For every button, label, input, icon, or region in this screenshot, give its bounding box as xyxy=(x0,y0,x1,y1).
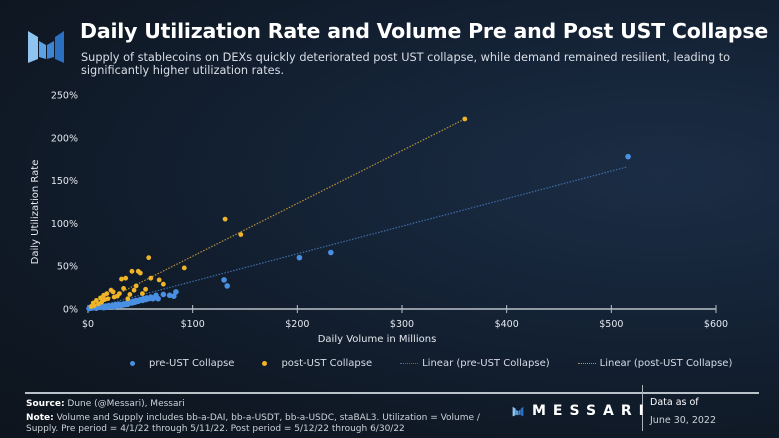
post-collapse-point xyxy=(160,281,166,287)
x-tick-label: $300 xyxy=(390,319,414,330)
post-collapse-point xyxy=(104,291,110,296)
post-collapse-point xyxy=(123,275,129,281)
post-collapse-point xyxy=(143,286,148,292)
legend-item: Linear (pre-UST Collapse) xyxy=(400,358,550,369)
post-collapse-point xyxy=(119,276,124,282)
data-as-of-date: June 30, 2022 xyxy=(650,415,717,426)
source-note: Source: Dune (@Messari), Messari xyxy=(26,399,185,409)
x-tick-label: $600 xyxy=(704,319,728,330)
methodology-note: Note: Volume and Supply includes bb-a-DA… xyxy=(26,413,486,435)
post-collapse-point xyxy=(148,275,154,281)
data-as-of-label: Data as of xyxy=(650,397,699,408)
pre-collapse-point xyxy=(171,293,177,299)
y-tick-label: 100% xyxy=(51,219,78,230)
post-collapse-point xyxy=(121,286,126,291)
legend-label: Linear (pre-UST Collapse) xyxy=(422,358,550,369)
y-tick-label: 250% xyxy=(51,91,78,102)
post-collapse-point xyxy=(110,289,116,295)
chart-subtitle: Supply of stablecoins on DEXs quickly de… xyxy=(81,51,731,77)
pre-collapse-point xyxy=(166,292,173,299)
post-collapse-point xyxy=(127,292,133,297)
post-collapse-point xyxy=(105,296,111,302)
legend-item: Linear (post-UST Collapse) xyxy=(577,358,733,369)
source-label: Source: xyxy=(26,399,65,409)
post-collapse-point xyxy=(222,216,228,222)
y-axis-title: Daily Utilization Rate xyxy=(30,160,41,265)
legend-item: post-UST Collapse xyxy=(262,358,372,369)
post-collapse-point xyxy=(117,291,122,296)
messari-small-logo-icon xyxy=(512,406,524,417)
pre-collapse-point xyxy=(160,291,167,298)
post-collapse-point xyxy=(140,291,145,296)
post-trendline xyxy=(87,118,466,310)
legend-dot-icon xyxy=(262,361,268,366)
y-tick-label: 200% xyxy=(51,133,78,144)
y-tick-label: 0% xyxy=(63,305,78,316)
chart-legend: pre-UST Collapse post-UST Collapse Linear … xyxy=(130,358,760,369)
post-collapse-point xyxy=(133,283,139,289)
note-text: Volume and Supply includes bb-a-DAI, bb-… xyxy=(26,413,480,434)
pre-collapse-point xyxy=(155,295,161,302)
x-tick-label: $0 xyxy=(82,319,94,330)
pre-collapse-point xyxy=(224,283,231,289)
messari-logo-icon xyxy=(28,31,64,63)
legend-line-icon xyxy=(577,363,596,364)
x-axis-title: Daily Volume in Millions xyxy=(318,334,437,345)
post-collapse-point xyxy=(131,287,137,293)
messari-brand: MESSARI xyxy=(510,403,651,419)
pre-collapse-point xyxy=(296,254,303,261)
y-tick-label: 50% xyxy=(57,262,78,273)
legend-item: pre-UST Collapse xyxy=(130,358,234,369)
post-collapse-point xyxy=(181,265,187,271)
pre-collapse-point xyxy=(328,249,334,256)
pre-trendline xyxy=(87,166,628,310)
x-tick-label: $500 xyxy=(599,319,623,330)
post-collapse-point xyxy=(125,296,131,302)
chart-title: Daily Utilization Rate and Volume Pre an… xyxy=(80,19,769,43)
post-collapse-point xyxy=(146,255,152,261)
x-tick-label: $200 xyxy=(285,319,309,330)
legend-label: Linear (post-UST Collapse) xyxy=(599,358,733,369)
legend-dot-icon xyxy=(130,361,135,366)
legend-label: post-UST Collapse xyxy=(281,358,373,369)
y-tick-label: 150% xyxy=(51,176,78,187)
pre-collapse-point xyxy=(625,153,631,160)
x-tick-label: $100 xyxy=(181,319,205,330)
note-label: Note: xyxy=(26,413,54,423)
pre-collapse-point xyxy=(221,277,227,283)
source-text: Dune (@Messari), Messari xyxy=(64,399,185,409)
post-collapse-point xyxy=(156,277,162,283)
legend-line-icon xyxy=(400,363,419,364)
footer-divider xyxy=(25,392,759,394)
legend-label: pre-UST Collapse xyxy=(149,358,235,369)
brand-wordmark: MESSARI xyxy=(532,403,651,419)
post-collapse-point xyxy=(238,232,244,237)
post-collapse-point xyxy=(462,116,468,122)
post-collapse-point xyxy=(137,270,143,276)
post-collapse-point xyxy=(129,268,135,274)
post-collapse-point xyxy=(91,303,97,308)
footer-vertical-divider xyxy=(642,385,643,431)
x-tick-label: $400 xyxy=(495,319,519,330)
pre-collapse-point xyxy=(173,289,179,295)
